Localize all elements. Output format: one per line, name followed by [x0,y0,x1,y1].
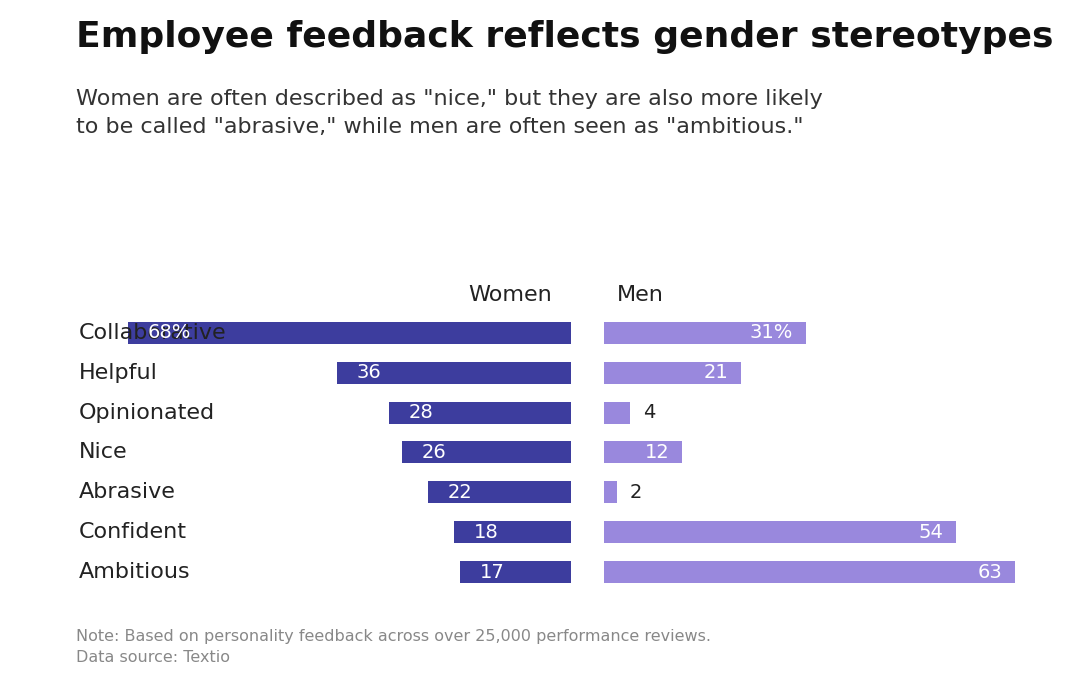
Text: Note: Based on personality feedback across over 25,000 performance reviews.: Note: Based on personality feedback acro… [76,629,711,644]
Text: Opinionated: Opinionated [79,402,215,423]
Text: Ambitious: Ambitious [79,562,190,582]
Bar [604,481,617,503]
Text: 22: 22 [447,483,472,502]
Text: Confident: Confident [79,522,187,542]
Text: 68%: 68% [147,323,191,342]
Text: Helpful: Helpful [79,363,158,383]
Text: 63: 63 [977,563,1002,582]
Text: Women are often described as "nice," but they are also more likely
to be called : Women are often described as "nice," but… [76,89,822,136]
Bar [604,361,741,383]
Text: Collaborative: Collaborative [79,323,227,342]
Text: 36: 36 [356,363,381,382]
Text: Data source: Textio: Data source: Textio [76,650,230,665]
Text: 26: 26 [421,443,446,462]
Text: 54: 54 [918,523,943,542]
Text: 12: 12 [645,443,670,462]
Text: Women: Women [468,285,552,305]
Text: 28: 28 [408,403,433,422]
Bar [604,322,807,344]
Text: 31%: 31% [750,323,793,342]
Bar [604,402,630,424]
Text: 17: 17 [480,563,504,582]
Bar [460,561,571,583]
Text: Abrasive: Abrasive [79,482,176,503]
Text: Nice: Nice [79,443,127,462]
Bar [428,481,571,503]
Bar [454,521,571,544]
Bar [402,441,571,464]
Text: 18: 18 [473,523,498,542]
Bar [389,402,571,424]
Bar [604,561,1015,583]
Bar [604,441,683,464]
Bar [604,521,956,544]
Text: 2: 2 [630,483,643,502]
Bar [127,322,571,344]
Text: Men: Men [617,285,664,305]
Text: 21: 21 [703,363,728,382]
Text: 4: 4 [644,403,656,422]
Bar [337,361,571,383]
Text: Employee feedback reflects gender stereotypes: Employee feedback reflects gender stereo… [76,20,1053,55]
